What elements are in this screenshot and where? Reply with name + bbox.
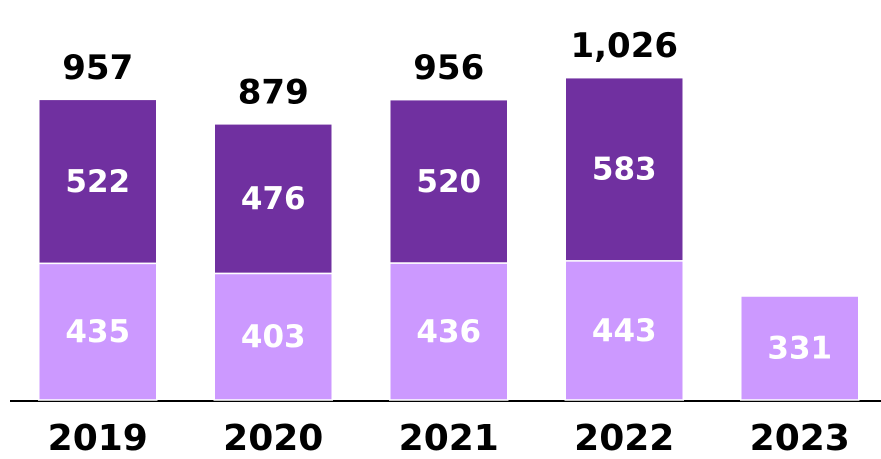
- x-tick-label: 2021: [399, 418, 499, 459]
- bar-segment: [213, 123, 333, 275]
- total-label: 957: [62, 48, 133, 88]
- x-tick-label: 2020: [223, 418, 323, 459]
- segment-label: 436: [416, 314, 481, 350]
- segment-label: 435: [65, 314, 130, 350]
- segment-label: 443: [592, 313, 657, 349]
- bar-segment: [38, 262, 158, 401]
- segment-label: 522: [65, 164, 130, 200]
- x-tick-label: 2022: [574, 418, 674, 459]
- bar-segment: [564, 260, 684, 401]
- segment-label: 331: [767, 331, 832, 367]
- total-label: 879: [238, 72, 309, 112]
- x-tick-label: 2019: [48, 418, 148, 459]
- bar-segment: [38, 98, 158, 265]
- bar-segment: [564, 76, 684, 262]
- bar-segment: [740, 295, 860, 401]
- segment-label: 520: [416, 164, 481, 200]
- x-tick-label: 2023: [750, 418, 850, 459]
- segment-label: 476: [241, 181, 306, 217]
- bar-segment: [389, 98, 509, 264]
- bar-segment: [389, 262, 509, 401]
- total-label: 956: [413, 48, 484, 88]
- segment-label: 583: [592, 152, 657, 188]
- total-label: 1,026: [570, 26, 678, 66]
- segment-label: 403: [241, 319, 306, 355]
